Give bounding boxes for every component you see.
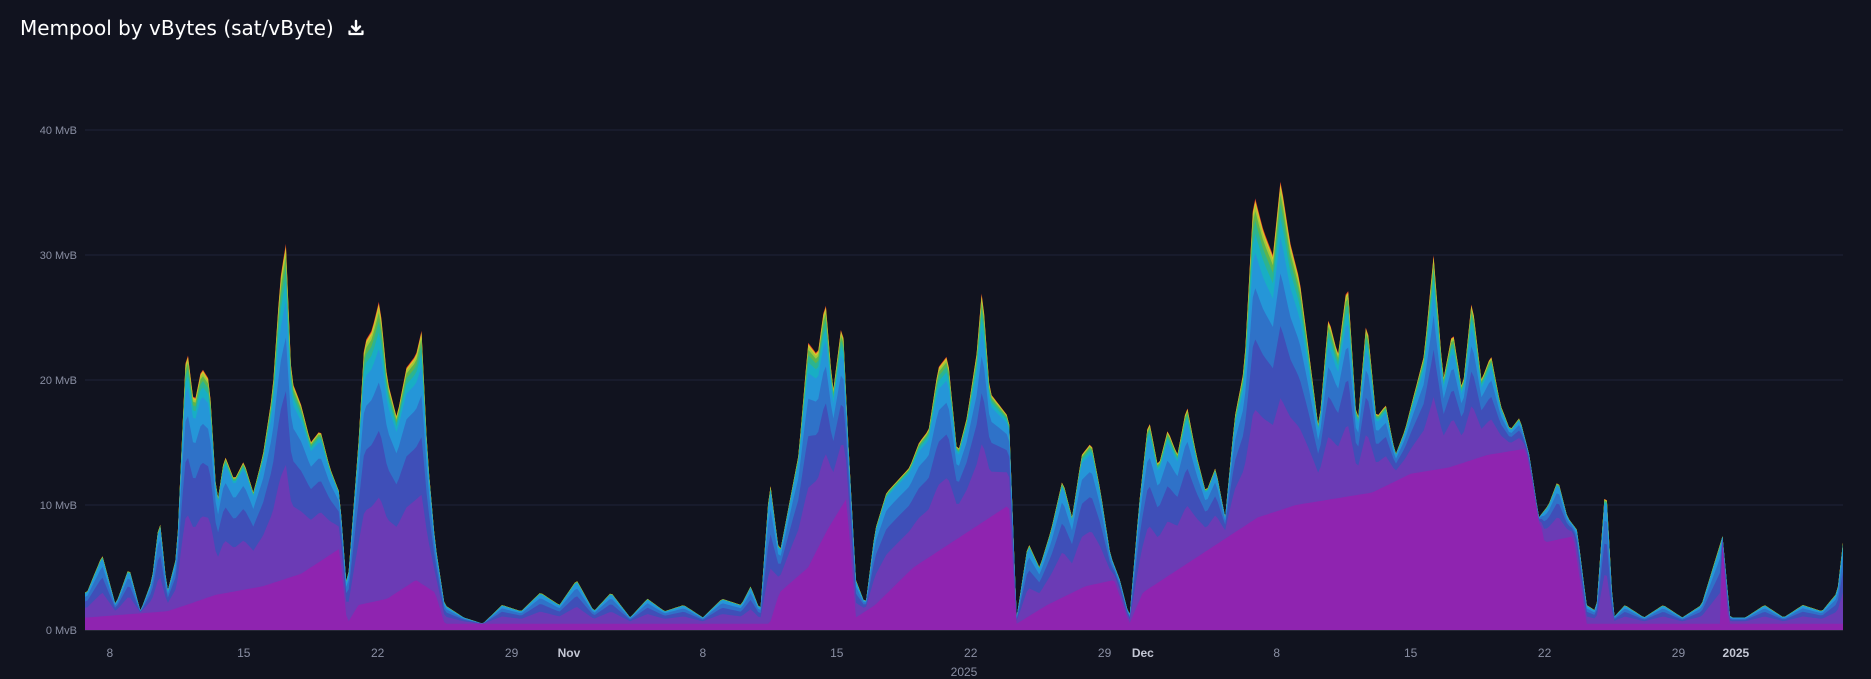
x-tick-label: 8: [700, 646, 707, 660]
x-tick-label: 22: [371, 646, 385, 660]
x-tick-label: 22: [1538, 646, 1552, 660]
x-axis-label: 2025: [951, 665, 978, 679]
x-tick-label: 2025: [1723, 646, 1750, 660]
x-axis-ticks: 8 15 22 29 Nov 8 15 22 29 Dec 8 15 22 29 2025: [107, 646, 1750, 660]
fee-band-area-0[interactable]: [85, 449, 1843, 630]
y-axis-ticks: 0 MvB 10 MvB 20 MvB 30 MvB 40 MvB: [40, 125, 77, 637]
x-tick-label: 29: [1672, 646, 1686, 660]
x-tick-label: 15: [1404, 646, 1418, 660]
x-tick-label: 15: [830, 646, 844, 660]
x-tick-label: 22: [964, 646, 978, 660]
y-tick-label: 30 MvB: [40, 250, 77, 262]
x-tick-label: 15: [237, 646, 251, 660]
x-tick-label: Nov: [558, 646, 581, 660]
chart-title: Mempool by vBytes (sat/vByte): [20, 16, 334, 40]
chart-header: Mempool by vBytes (sat/vByte): [20, 16, 366, 40]
y-tick-label: 10 MvB: [40, 500, 77, 512]
x-tick-label: Dec: [1132, 646, 1154, 660]
download-icon[interactable]: [346, 18, 366, 38]
x-tick-label: 29: [505, 646, 519, 660]
y-tick-label: 0 MvB: [46, 625, 77, 637]
area-series: [85, 181, 1843, 631]
x-tick-label: 8: [1273, 646, 1280, 660]
x-tick-label: 29: [1098, 646, 1112, 660]
y-tick-label: 40 MvB: [40, 125, 77, 137]
x-tick-label: 8: [107, 646, 114, 660]
y-tick-label: 20 MvB: [40, 375, 77, 387]
